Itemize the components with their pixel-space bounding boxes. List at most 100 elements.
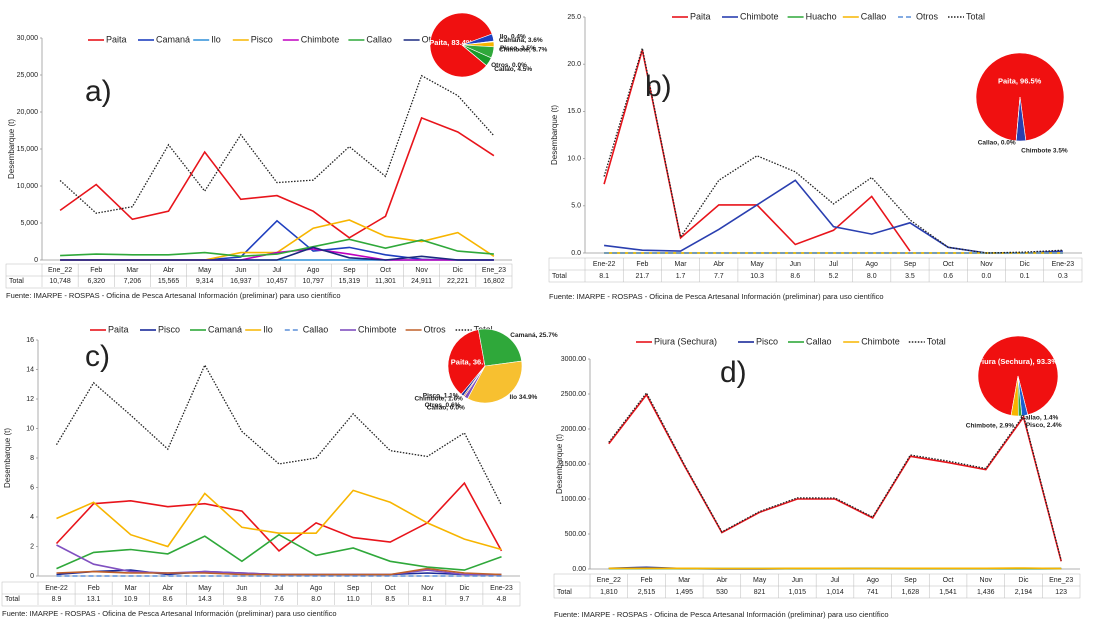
pie-label: Piura (Sechura), 93.3% xyxy=(977,357,1058,366)
x-tick-label: Oct xyxy=(943,261,954,268)
pie-label: Pisco, 2.5% xyxy=(500,45,536,52)
table-total: 8.1 xyxy=(599,273,609,280)
pie-label: Paita, 83.4% xyxy=(429,38,473,47)
table-total: 14.3 xyxy=(198,596,212,603)
x-tick-label: Sep xyxy=(347,585,360,592)
table-row-header: Total xyxy=(9,278,24,285)
table-total: 123 xyxy=(1055,589,1067,596)
x-tick-label: Ago xyxy=(865,261,878,268)
x-tick-label: Ene-23 xyxy=(1052,261,1075,268)
pie-label: Ilo 34.9% xyxy=(510,394,538,401)
table-total: 1,014 xyxy=(826,589,844,596)
x-tick-label: May xyxy=(198,267,212,274)
pie-label: Camaná, 25.7% xyxy=(510,332,558,339)
table-total: 9.7 xyxy=(460,596,470,603)
legend-label: Pisco xyxy=(251,34,273,44)
legend-label: Paita xyxy=(108,324,129,334)
table-total: 4.8 xyxy=(497,596,507,603)
y-tick-label: 10.0 xyxy=(567,155,581,162)
table-total: 10,457 xyxy=(266,278,288,285)
x-tick-label: Mar xyxy=(125,585,138,592)
x-tick-label: May xyxy=(198,585,212,592)
x-tick-label: Oct xyxy=(380,267,391,274)
x-tick-label: Dic xyxy=(1018,577,1029,584)
x-tick-label: Dic xyxy=(453,267,464,274)
x-tick-label: Ago xyxy=(866,577,879,584)
legend-label: Ilo xyxy=(211,34,221,44)
series-line xyxy=(59,74,495,214)
table-total: 7.7 xyxy=(714,273,724,280)
pie-label: Paita, 36.0% xyxy=(451,358,495,367)
table-total: 10.9 xyxy=(124,596,138,603)
table-total: 1.7 xyxy=(676,273,686,280)
x-tick-label: Ene-22 xyxy=(45,585,68,592)
pie-label: Pisco, 2.4% xyxy=(1026,422,1062,429)
legend-label: Otros xyxy=(916,11,939,21)
x-tick-label: Abr xyxy=(713,261,725,268)
y-tick-label: 10 xyxy=(26,425,34,432)
x-tick-label: Ene_22 xyxy=(48,267,72,274)
x-tick-label: Ene_23 xyxy=(1049,577,1073,584)
source-note: Fuente: IMARPE - ROSPAS - Oficina de Pes… xyxy=(2,609,337,618)
table-total: 1,628 xyxy=(902,589,920,596)
y-tick-label: 30,000 xyxy=(17,35,39,42)
table-total: 10.3 xyxy=(750,273,764,280)
source-note: Fuente: IMARPE - ROSPAS - Oficina de Pes… xyxy=(554,610,889,619)
table-total: 22,221 xyxy=(447,278,469,285)
pie-label: Paita, 96.5% xyxy=(998,77,1042,86)
table-total: 8.9 xyxy=(52,596,62,603)
y-tick-label: 20,000 xyxy=(17,109,39,116)
pie-slice xyxy=(1010,375,1019,417)
series-line xyxy=(55,363,503,506)
x-tick-label: Jun xyxy=(236,585,247,592)
y-tick-label: 12 xyxy=(26,396,34,403)
table-total: 6,320 xyxy=(87,278,105,285)
legend-label: Camaná xyxy=(156,34,190,44)
table-row-header: Total xyxy=(5,596,20,603)
x-tick-label: Ago xyxy=(310,585,323,592)
table-total: 8.6 xyxy=(163,596,173,603)
series-line xyxy=(55,481,503,552)
source-note: Fuente: IMARPE - ROSPAS - Oficina de Pes… xyxy=(6,291,341,300)
x-tick-label: Oct xyxy=(385,585,396,592)
table-total: 16,802 xyxy=(483,278,505,285)
x-tick-label: Sep xyxy=(904,577,917,584)
panel-letter: c) xyxy=(85,340,110,373)
series-line xyxy=(56,567,502,576)
y-tick-label: 8 xyxy=(30,455,34,462)
legend-label: Callao xyxy=(861,11,887,21)
table-total: 15,319 xyxy=(339,278,361,285)
table-total: 8.0 xyxy=(867,273,877,280)
pie-label: Callao, 4.5% xyxy=(494,66,532,73)
x-tick-label: Jul xyxy=(829,261,838,268)
table-total: 530 xyxy=(716,589,728,596)
pie-label: Otros, 0.0% xyxy=(491,62,527,69)
y-axis-label: Desembarque (t) xyxy=(550,105,559,165)
pie-slice xyxy=(1015,96,1027,142)
legend-label: Chimbote xyxy=(358,324,397,334)
table-total: 10,748 xyxy=(49,278,71,285)
y-tick-label: 0 xyxy=(30,573,34,580)
legend-label: Chimbote xyxy=(301,34,340,44)
y-tick-label: 5,000 xyxy=(20,220,38,227)
x-tick-label: Mar xyxy=(126,267,139,274)
x-tick-label: Sep xyxy=(343,267,356,274)
x-tick-label: Jul xyxy=(275,585,284,592)
x-tick-label: Nov xyxy=(980,577,993,584)
pie-label: Otros, 0.6% xyxy=(425,402,461,409)
table-total: 15,565 xyxy=(158,278,180,285)
x-tick-label: Jul xyxy=(273,267,282,274)
y-tick-label: 0 xyxy=(34,257,38,264)
x-tick-label: Jun xyxy=(790,261,801,268)
table-total: 821 xyxy=(754,589,766,596)
x-tick-label: May xyxy=(750,261,764,268)
y-tick-label: 500.00 xyxy=(565,531,587,538)
table-total: 3.5 xyxy=(905,273,915,280)
series-line xyxy=(59,116,495,239)
legend-label: Camaná xyxy=(208,324,242,334)
series-line xyxy=(608,391,1062,561)
pie-label: Chimbote, 1.6% xyxy=(414,396,463,403)
legend-label: Chimbote xyxy=(740,11,779,21)
table-total: 11,301 xyxy=(375,278,396,285)
table-total: 0.6 xyxy=(943,273,953,280)
